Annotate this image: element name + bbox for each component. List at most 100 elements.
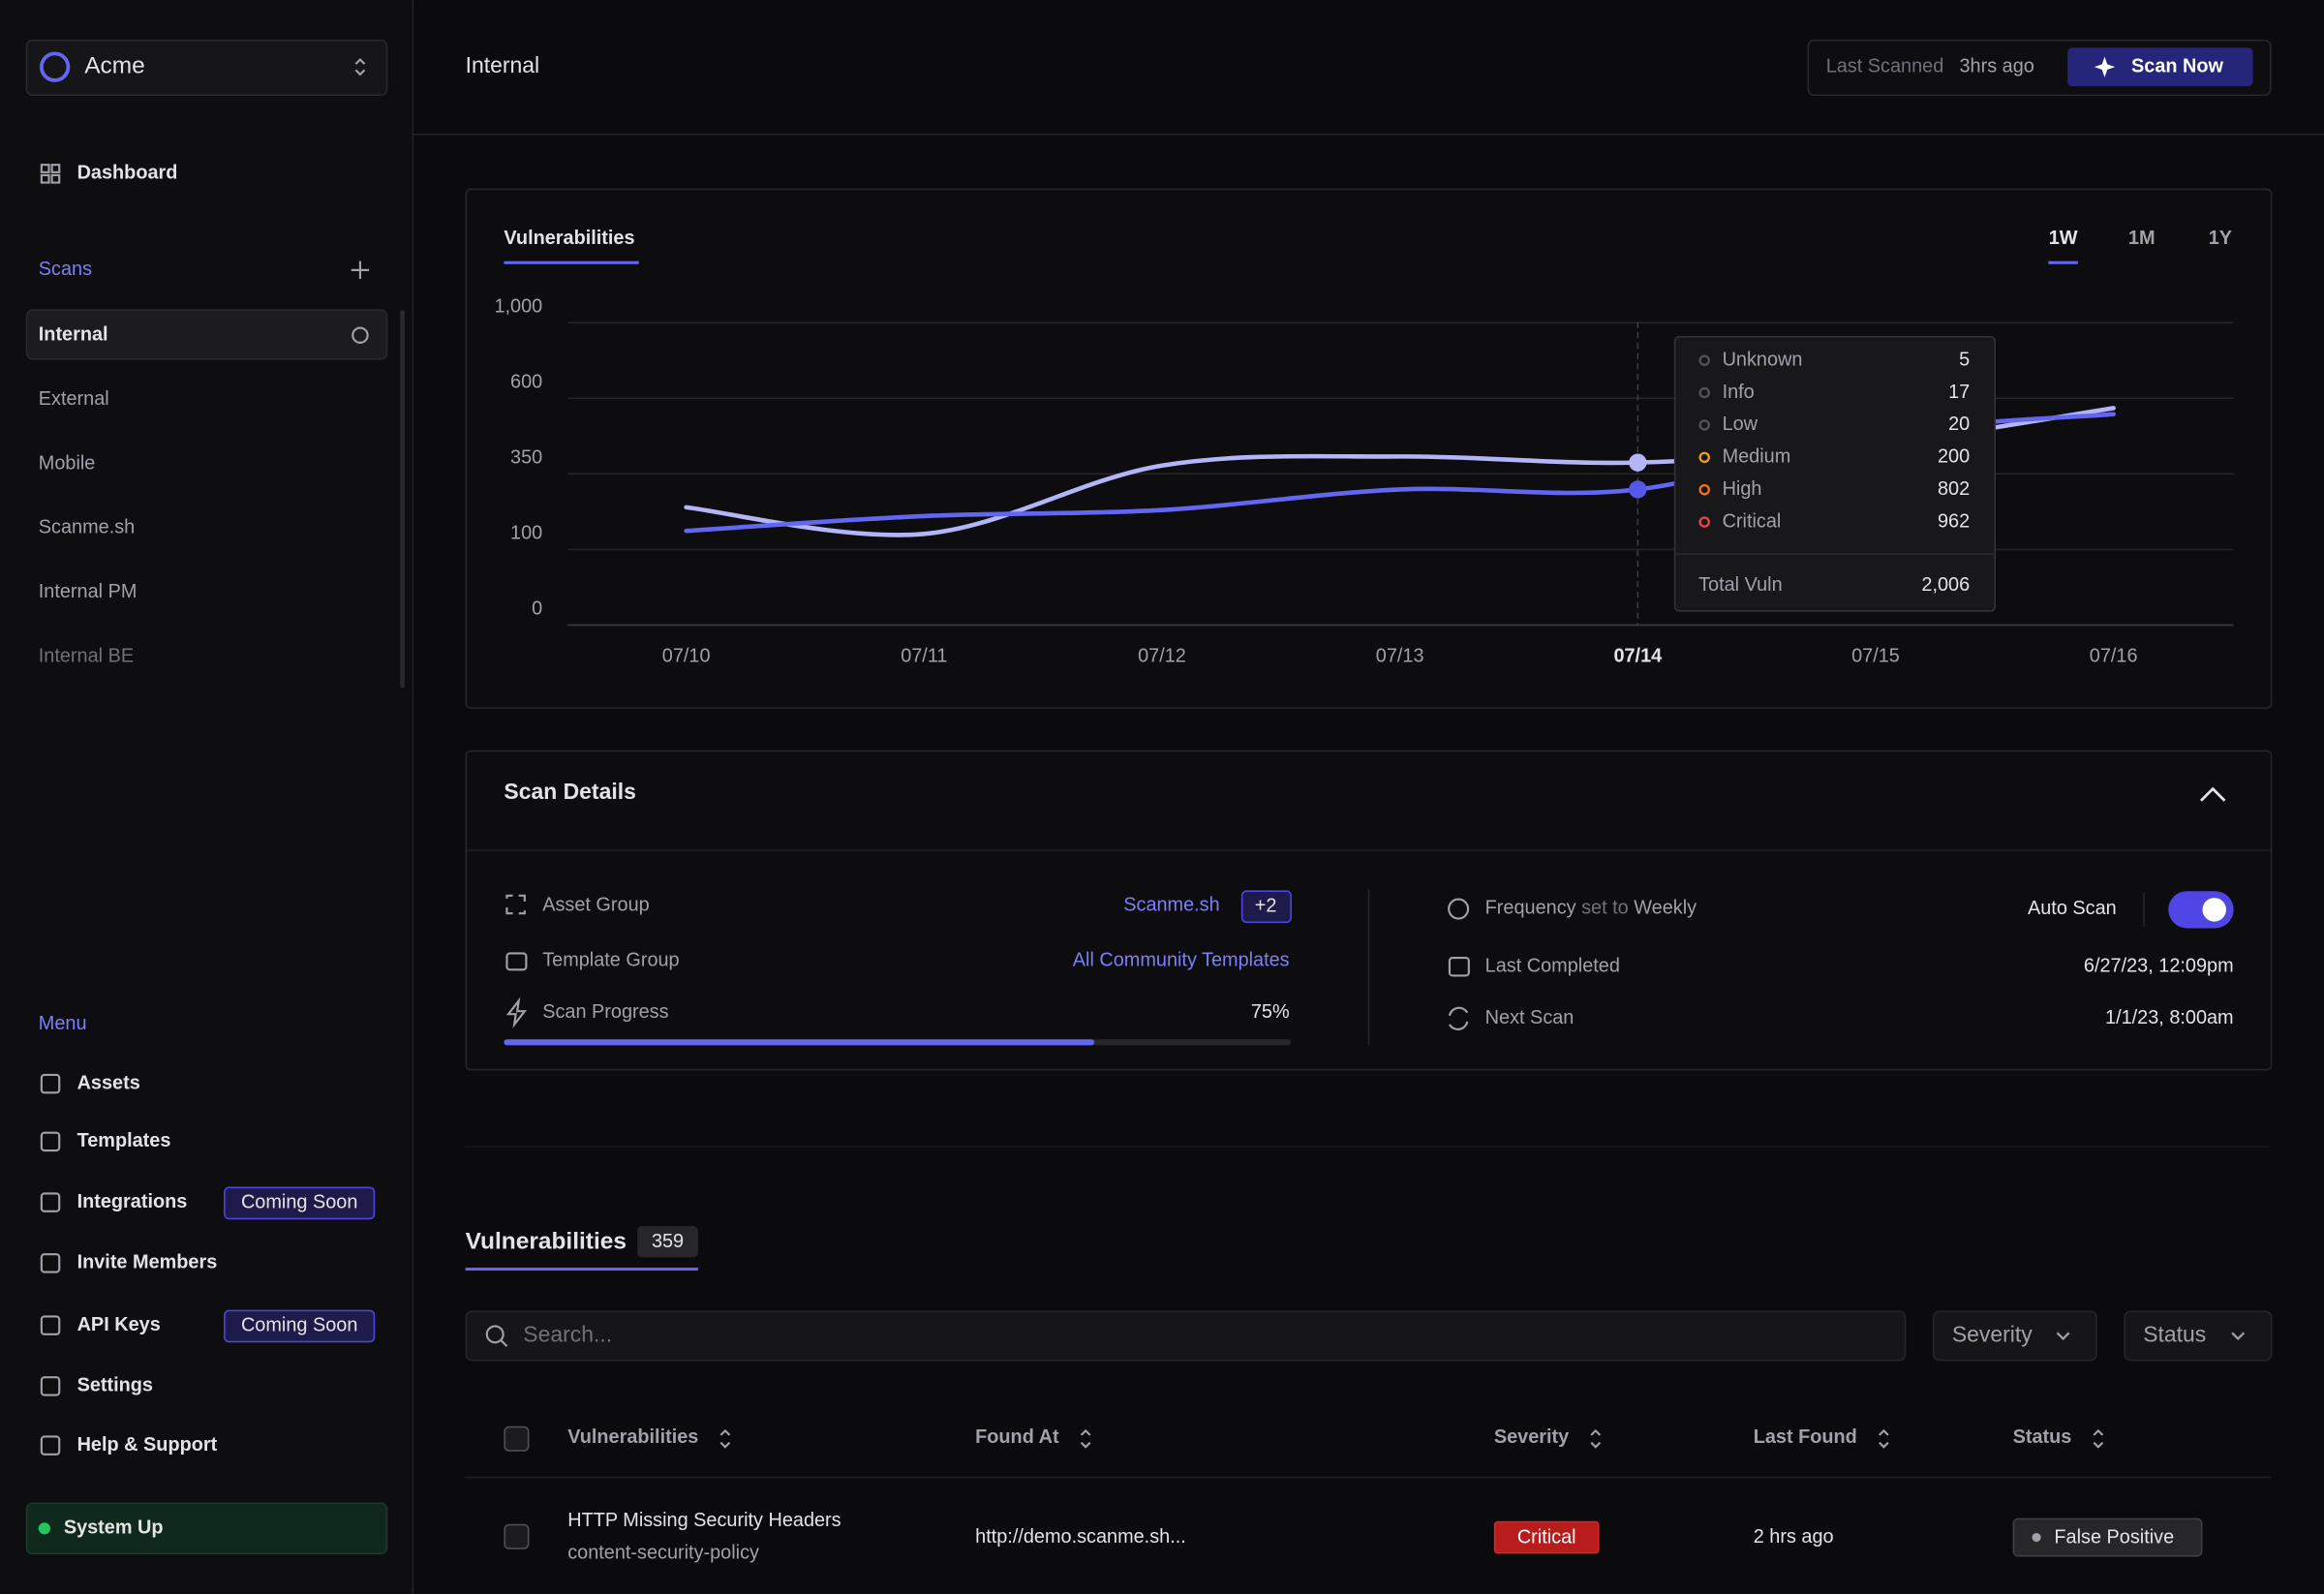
progress-value: 75%	[1251, 1001, 1290, 1023]
vuln-name[interactable]: HTTP Missing Security Headers	[567, 1510, 841, 1531]
frequency-label: Frequency	[1485, 898, 1576, 919]
menu-item[interactable]: Templates	[77, 1130, 171, 1151]
menu-icon	[40, 1131, 61, 1152]
row-checkbox[interactable]	[504, 1523, 530, 1549]
search-icon	[485, 1325, 505, 1344]
filter-label: Status	[2143, 1321, 2206, 1346]
column-header[interactable]: Last Found	[1754, 1426, 1857, 1448]
last-scanned-label: Last Scanned	[1826, 55, 1944, 77]
workspace-switcher[interactable]	[25, 39, 388, 97]
page-title: Internal	[466, 52, 540, 77]
menu-item[interactable]: Settings	[77, 1375, 153, 1396]
details-title: Scan Details	[504, 779, 635, 804]
scan-now-label[interactable]: Scan Now	[2131, 55, 2224, 77]
sort-icon	[1080, 1428, 1091, 1449]
y-tick-label: 350	[510, 447, 542, 469]
tooltip-value: 17	[1948, 382, 1970, 403]
scan-item[interactable]: External	[39, 388, 109, 410]
column-header[interactable]: Found At	[975, 1426, 1059, 1448]
nav-dashboard[interactable]: Dashboard	[77, 163, 178, 184]
vuln-detail: content-security-policy	[567, 1543, 759, 1564]
asset-group-label: Asset Group	[542, 895, 649, 916]
menu-item[interactable]: Invite Members	[77, 1252, 218, 1273]
filter-chevron	[2231, 1332, 2246, 1340]
toggle-knob	[2202, 898, 2226, 922]
scan-settings[interactable]	[352, 326, 369, 344]
x-tick-label: 07/10	[662, 646, 711, 667]
scan-item[interactable]: Internal	[39, 323, 108, 345]
scan-now-button[interactable]	[2067, 47, 2253, 87]
x-tick-label: 07/16	[2090, 646, 2138, 667]
last-found: 2 hrs ago	[1754, 1526, 1834, 1548]
filter-select[interactable]	[1932, 1310, 2097, 1362]
filter-chevron	[2056, 1332, 2070, 1340]
chart-tab[interactable]: Vulnerabilities	[504, 228, 634, 249]
menu-item[interactable]: Integrations	[77, 1191, 188, 1212]
auto-scan-label: Auto Scan	[2028, 898, 2117, 919]
sort-icon	[1879, 1428, 1889, 1449]
progress-label: Scan Progress	[542, 1001, 668, 1023]
range-tab[interactable]: 1Y	[2209, 228, 2232, 249]
menu-item[interactable]: API Keys	[77, 1314, 161, 1335]
collapse[interactable]	[2199, 786, 2226, 802]
menu-item[interactable]: Help & Support	[77, 1434, 218, 1456]
severity-badge	[1493, 1520, 1600, 1554]
y-tick-label: 600	[510, 371, 542, 392]
x-tick-label: 07/14	[1613, 646, 1662, 667]
tooltip-label: Critical	[1723, 510, 1782, 532]
range-tab[interactable]: 1W	[2049, 228, 2078, 249]
x-tick-label: 07/15	[1851, 646, 1900, 667]
tooltip-value: 962	[1938, 510, 1970, 532]
last-completed-value: 6/27/23, 12:09pm	[2084, 956, 2234, 977]
tooltip-dot	[1698, 354, 1710, 366]
tooltip-dot	[1698, 419, 1710, 431]
hover-point	[1629, 453, 1647, 472]
menu-icon	[40, 1435, 61, 1456]
frequency-value: Weekly	[1634, 898, 1697, 919]
vuln-count: 359	[652, 1231, 684, 1252]
range-tab[interactable]: 1M	[2128, 228, 2156, 249]
menu-item[interactable]: Assets	[77, 1072, 140, 1093]
scan-selected	[25, 309, 388, 360]
sort-icon	[1590, 1428, 1602, 1449]
column-header[interactable]: Severity	[1494, 1426, 1569, 1448]
tooltip	[1673, 335, 1996, 612]
next-scan-value: 1/1/23, 8:00am	[2105, 1007, 2234, 1028]
tooltip-value: 802	[1938, 478, 1970, 500]
asset-icon	[505, 894, 526, 915]
tooltip-total-label: Total Vuln	[1698, 574, 1783, 596]
tooltip-label: Low	[1723, 414, 1758, 435]
menu-title: Menu	[39, 1013, 87, 1034]
menu-icon	[40, 1315, 61, 1335]
select-all[interactable]	[504, 1425, 530, 1452]
column-header[interactable]: Vulnerabilities	[567, 1426, 698, 1448]
search-placeholder[interactable]: Search...	[523, 1321, 612, 1346]
scan-item[interactable]: Scanme.sh	[39, 517, 135, 538]
vuln-title[interactable]: Vulnerabilities	[466, 1228, 627, 1254]
status-badge[interactable]	[2012, 1517, 2203, 1557]
asset-group-value[interactable]: Scanme.sh	[1123, 895, 1219, 916]
menu-icon	[40, 1376, 61, 1396]
scan-item[interactable]: Internal PM	[39, 581, 138, 602]
refresh-icon	[1448, 1006, 1469, 1030]
tooltip-label: High	[1723, 478, 1762, 500]
status-text: System Up	[64, 1517, 164, 1539]
vuln-tab-underline	[465, 1267, 698, 1272]
hover-point	[1629, 480, 1647, 499]
dashboard-icon	[50, 164, 61, 173]
scrollbar	[400, 310, 405, 689]
filter-select[interactable]	[2124, 1310, 2273, 1362]
add-scan[interactable]	[351, 261, 370, 280]
scan-item[interactable]: Mobile	[39, 452, 96, 474]
workspace-name: Acme	[84, 53, 145, 79]
sparkle	[2094, 56, 2116, 77]
scan-item[interactable]: Internal BE	[39, 646, 134, 667]
search-box[interactable]	[465, 1310, 1907, 1362]
status-bar	[25, 1502, 388, 1555]
column-header[interactable]: Status	[2013, 1426, 2072, 1448]
next-scan-label: Next Scan	[1485, 1007, 1575, 1028]
tooltip-total-value: 2,006	[1921, 574, 1970, 596]
vuln-count-badge	[637, 1226, 698, 1258]
template-group-value[interactable]: All Community Templates	[1073, 949, 1290, 970]
